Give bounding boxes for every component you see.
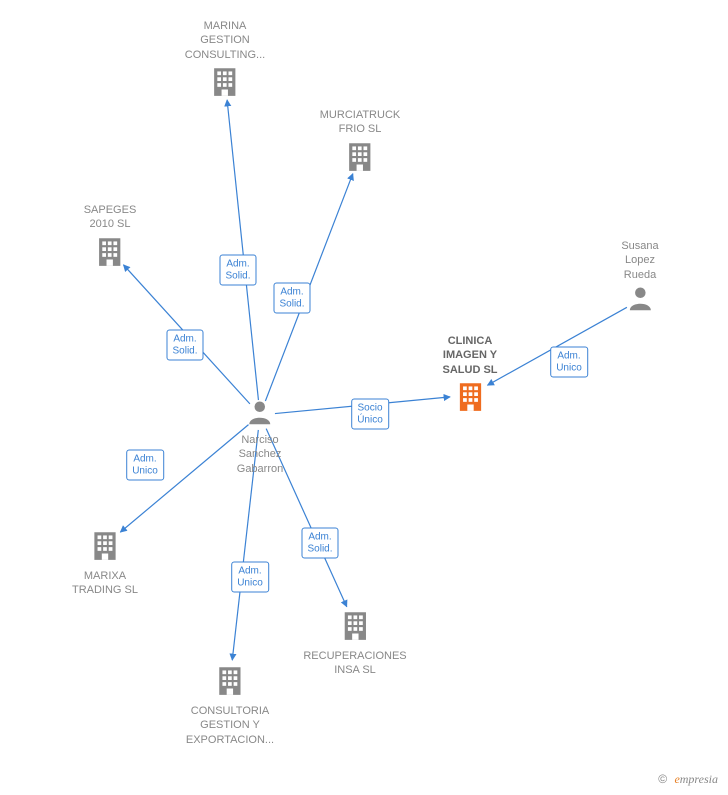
building-icon (213, 663, 247, 697)
node-clinica: CLINICA IMAGEN Y SALUD SL (443, 332, 498, 418)
building-icon (88, 528, 122, 562)
building-icon (453, 379, 487, 413)
node-narciso: Narciso Sanchez Gabarron (237, 398, 283, 478)
network-diagram: Narciso Sanchez Gabarron Susana Lopez Rue… (0, 0, 728, 795)
brand-rest: mpresia (680, 772, 718, 786)
edge-label: Adm. Solid. (219, 255, 256, 286)
node-label: MURCIATRUCK FRIO SL (320, 108, 400, 137)
node-label: CONSULTORIA GESTION Y EXPORTACION... (186, 704, 274, 747)
node-label: SAPEGES 2010 SL (84, 203, 137, 232)
building-icon (343, 139, 377, 173)
edge-label: Adm. Unico (126, 450, 164, 481)
node-marina: MARINA GESTION CONSULTING... (185, 17, 265, 103)
node-murciatruck: MURCIATRUCK FRIO SL (320, 106, 400, 178)
person-icon (246, 398, 274, 426)
building-icon (208, 64, 242, 98)
person-icon (626, 284, 654, 312)
node-marixa: MARIXA TRADING SL (72, 528, 138, 600)
edge-label: Adm. Unico (231, 562, 269, 593)
copyright-symbol: © (658, 772, 667, 786)
node-label: CLINICA IMAGEN Y SALUD SL (443, 334, 498, 377)
node-label: RECUPERACIONES INSA SL (303, 649, 406, 678)
node-susana: Susana Lopez Rueda (621, 237, 658, 317)
node-consultoria: CONSULTORIA GESTION Y EXPORTACION... (186, 663, 274, 749)
node-sapeges: SAPEGES 2010 SL (84, 201, 137, 273)
edge-label: Socio Único (351, 399, 389, 430)
edge-label: Adm. Unico (550, 347, 588, 378)
footer-credit: © empresia (658, 772, 718, 787)
node-label: MARIXA TRADING SL (72, 569, 138, 598)
building-icon (93, 234, 127, 268)
edge-label: Adm. Solid. (301, 528, 338, 559)
edge-label: Adm. Solid. (166, 330, 203, 361)
node-recuperaciones: RECUPERACIONES INSA SL (303, 608, 406, 680)
edge-line (227, 100, 258, 400)
node-label: MARINA GESTION CONSULTING... (185, 19, 265, 62)
building-icon (338, 608, 372, 642)
node-label: Susana Lopez Rueda (621, 239, 658, 282)
edge-label: Adm. Solid. (273, 283, 310, 314)
node-label: Narciso Sanchez Gabarron (237, 433, 283, 476)
